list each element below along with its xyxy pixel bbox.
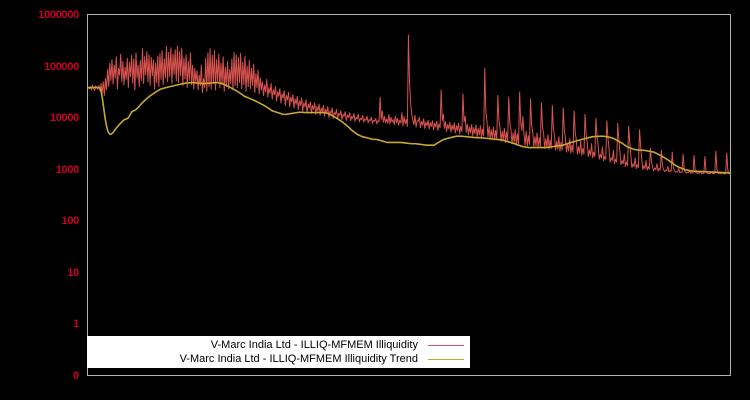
legend-label-trend: V-Marc India Ltd - ILLIQ-MFMEM Illiquidi… [179,353,418,365]
series-canvas [88,34,730,175]
y-axis-tick-label: 100000 [44,60,79,73]
legend-swatch-illiquidity-icon [428,344,464,346]
plot-area [87,14,731,376]
y-axis-tick-label: 1 [73,318,79,330]
series-line-illiquidity [88,34,730,175]
chart-legend: V-Marc India Ltd - ILLIQ-MFMEM Illiquidi… [87,336,470,368]
y-axis-tick-label: 0 [73,369,79,382]
y-axis-tick-label: 1000000 [38,9,79,21]
y-axis-tick-label: 100 [61,215,80,227]
y-axis: 1000000 100000 10000 1000 100 10 1 0 [0,0,87,400]
series-line-trend [88,81,730,174]
y-axis-tick-label: 1000 [55,163,80,176]
legend-label-illiquidity: V-Marc India Ltd - ILLIQ-MFMEM Illiquidi… [210,339,418,351]
y-axis-tick-label: 10 [67,266,79,279]
legend-swatch-trend-icon [428,358,464,360]
y-axis-tick-label: 10000 [49,112,79,124]
legend-item-illiquidity[interactable]: V-Marc India Ltd - ILLIQ-MFMEM Illiquidi… [91,338,464,352]
legend-item-trend[interactable]: V-Marc India Ltd - ILLIQ-MFMEM Illiquidi… [91,352,464,366]
